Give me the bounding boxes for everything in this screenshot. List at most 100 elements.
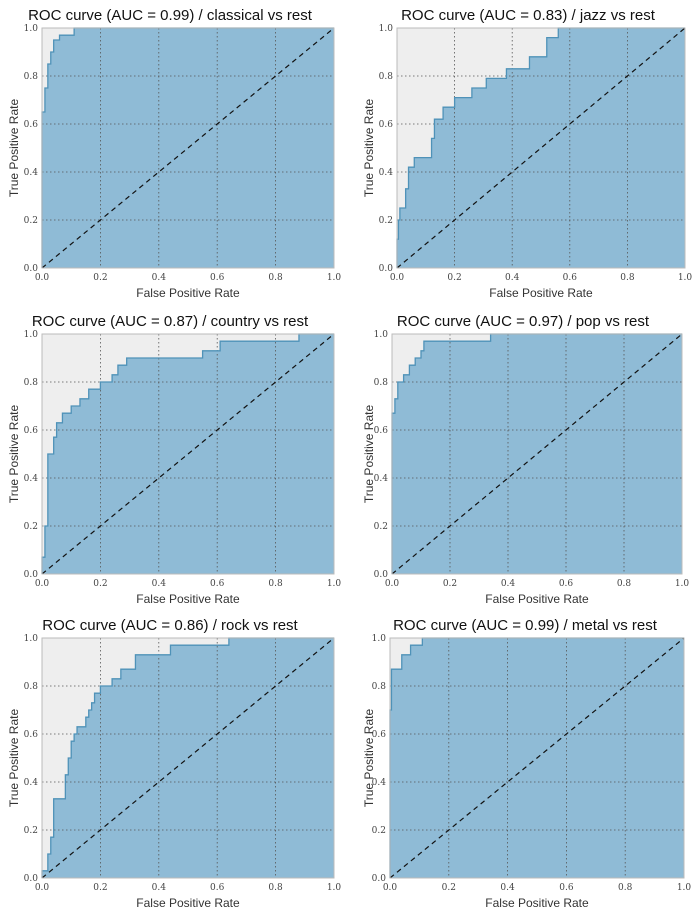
x-tick-label: 0.2 (93, 273, 107, 283)
y-tick-label: 0.2 (372, 826, 386, 836)
y-axis-label: True Positive Rate (7, 99, 21, 198)
plot-frame (389, 637, 685, 879)
x-tick-label: 1.0 (675, 579, 690, 589)
y-axis-label: True Positive Rate (7, 405, 21, 504)
roc-panel-metal: 0.0 0.2 0.4 0.6 0.8 1.0 0.0 0.2 0.4 0.6 0.8 1.0 Fals… (355, 610, 700, 914)
y-tick-label: 0.8 (379, 72, 394, 82)
y-tick-label: 0.0 (24, 264, 39, 274)
x-tick-label: 0.6 (210, 579, 225, 589)
y-tick-label: 0.6 (24, 120, 39, 130)
roc-panel-country: 0.0 0.2 0.4 0.6 0.8 1.0 0.0 0.2 0.4 0.6 0.8 1.0 Fals… (0, 306, 350, 610)
roc-panel-jazz: 0.0 0.2 0.4 0.6 0.8 1.0 0.0 0.2 0.4 0.6 0.8 1.0 Fals… (355, 0, 700, 304)
y-tick-label: 0.6 (372, 730, 387, 740)
chart-title: ROC curve (AUC = 0.87) / country vs rest (32, 313, 309, 330)
plot-frame (41, 333, 335, 575)
roc-curve-line (41, 333, 334, 574)
x-tick-label: 0.0 (35, 883, 50, 893)
y-tick-label: 1.0 (24, 634, 39, 644)
x-tick-label: 0.6 (563, 273, 578, 283)
x-tick-label: 0.0 (35, 579, 50, 589)
chart-title: ROC curve (AUC = 0.83) / jazz vs rest (401, 7, 656, 24)
x-axis-label: False Positive Rate (485, 592, 589, 606)
chart-title: ROC curve (AUC = 0.86) / rock vs rest (42, 617, 298, 634)
x-tick-label: 1.0 (678, 273, 693, 283)
chart-title: ROC curve (AUC = 0.99) / classical vs re… (28, 7, 313, 24)
roc-panel-rock: 0.0 0.2 0.4 0.6 0.8 1.0 0.0 0.2 0.4 0.6 0.8 1.0 Fals… (0, 610, 350, 914)
roc-chart-classical: 0.0 0.2 0.4 0.6 0.8 1.0 0.0 0.2 0.4 0.6 0.8 1.0 Fals… (7, 7, 342, 300)
roc-curve-line (41, 27, 334, 268)
y-tick-label: 0.8 (372, 682, 387, 692)
x-tick-label: 0.2 (93, 883, 107, 893)
y-axis-label: True Positive Rate (362, 99, 376, 198)
x-axis-label: False Positive Rate (489, 286, 593, 300)
x-tick-label: 0.8 (268, 579, 283, 589)
x-axis-label: False Positive Rate (136, 896, 240, 910)
y-tick-label: 0.6 (24, 730, 39, 740)
y-tick-label: 0.0 (24, 874, 39, 884)
y-tick-label: 0.8 (374, 378, 389, 388)
x-tick-label: 0.0 (383, 883, 398, 893)
x-tick-label: 0.2 (442, 883, 456, 893)
y-tick-label: 0.0 (374, 570, 389, 580)
y-tick-label: 0.4 (24, 168, 39, 178)
y-tick-label: 1.0 (24, 330, 39, 340)
x-tick-label: 0.6 (210, 883, 225, 893)
x-axis-label: False Positive Rate (485, 896, 589, 910)
y-tick-label: 0.8 (24, 378, 39, 388)
roc-panel-classical: 0.0 0.2 0.4 0.6 0.8 1.0 0.0 0.2 0.4 0.6 0.8 1.0 Fals… (0, 0, 350, 304)
x-tick-label: 1.0 (327, 883, 342, 893)
roc-curve-line (41, 637, 334, 878)
x-tick-label: 0.4 (500, 883, 515, 893)
roc-chart-country: 0.0 0.2 0.4 0.6 0.8 1.0 0.0 0.2 0.4 0.6 0.8 1.0 Fals… (7, 313, 342, 606)
x-tick-label: 0.4 (152, 883, 167, 893)
y-tick-label: 0.2 (379, 216, 393, 226)
y-tick-label: 0.8 (24, 72, 39, 82)
x-axis-label: False Positive Rate (136, 286, 240, 300)
roc-curve-line (389, 637, 684, 878)
x-tick-label: 0.6 (559, 883, 574, 893)
y-tick-label: 0.2 (374, 522, 388, 532)
roc-chart-metal: 0.0 0.2 0.4 0.6 0.8 1.0 0.0 0.2 0.4 0.6 0.8 1.0 Fals… (362, 617, 691, 910)
x-tick-label: 1.0 (327, 579, 342, 589)
x-tick-label: 0.0 (390, 273, 405, 283)
y-tick-label: 0.2 (24, 216, 38, 226)
x-tick-label: 0.6 (559, 579, 574, 589)
diagonal-chance-line (389, 637, 685, 879)
plot-frame (396, 27, 686, 269)
y-tick-label: 1.0 (372, 634, 387, 644)
roc-chart-jazz: 0.0 0.2 0.4 0.6 0.8 1.0 0.0 0.2 0.4 0.6 0.8 1.0 Fals… (362, 7, 693, 300)
y-tick-label: 0.2 (24, 522, 38, 532)
x-tick-label: 0.6 (210, 273, 225, 283)
y-tick-label: 0.0 (372, 874, 387, 884)
x-tick-label: 1.0 (327, 273, 342, 283)
y-tick-label: 0.6 (379, 120, 394, 130)
y-axis-label: True Positive Rate (362, 405, 376, 504)
x-tick-label: 0.0 (385, 579, 400, 589)
plot-frame (391, 333, 683, 575)
chart-title: ROC curve (AUC = 0.99) / metal vs rest (393, 617, 658, 634)
x-tick-label: 0.0 (35, 273, 50, 283)
x-tick-label: 0.8 (618, 883, 633, 893)
roc-chart-rock: 0.0 0.2 0.4 0.6 0.8 1.0 0.0 0.2 0.4 0.6 0.8 1.0 Fals… (7, 617, 342, 910)
x-tick-label: 0.8 (268, 883, 283, 893)
y-axis-label: True Positive Rate (7, 709, 21, 808)
x-tick-label: 0.2 (93, 579, 107, 589)
x-tick-label: 0.8 (620, 273, 635, 283)
y-tick-label: 0.4 (24, 474, 39, 484)
y-tick-label: 1.0 (24, 24, 39, 34)
y-tick-label: 1.0 (374, 330, 389, 340)
x-axis-label: False Positive Rate (136, 592, 240, 606)
y-tick-label: 1.0 (379, 24, 394, 34)
y-tick-label: 0.0 (379, 264, 394, 274)
x-tick-label: 0.4 (501, 579, 516, 589)
roc-curve-line (391, 333, 682, 574)
y-tick-label: 0.4 (374, 474, 389, 484)
y-tick-label: 0.4 (372, 778, 387, 788)
y-tick-label: 0.4 (24, 778, 39, 788)
x-tick-label: 0.2 (443, 579, 457, 589)
plot-frame (41, 637, 335, 879)
y-tick-label: 0.4 (379, 168, 394, 178)
x-tick-label: 0.4 (152, 273, 167, 283)
y-tick-label: 0.0 (24, 570, 39, 580)
y-tick-label: 0.6 (24, 426, 39, 436)
